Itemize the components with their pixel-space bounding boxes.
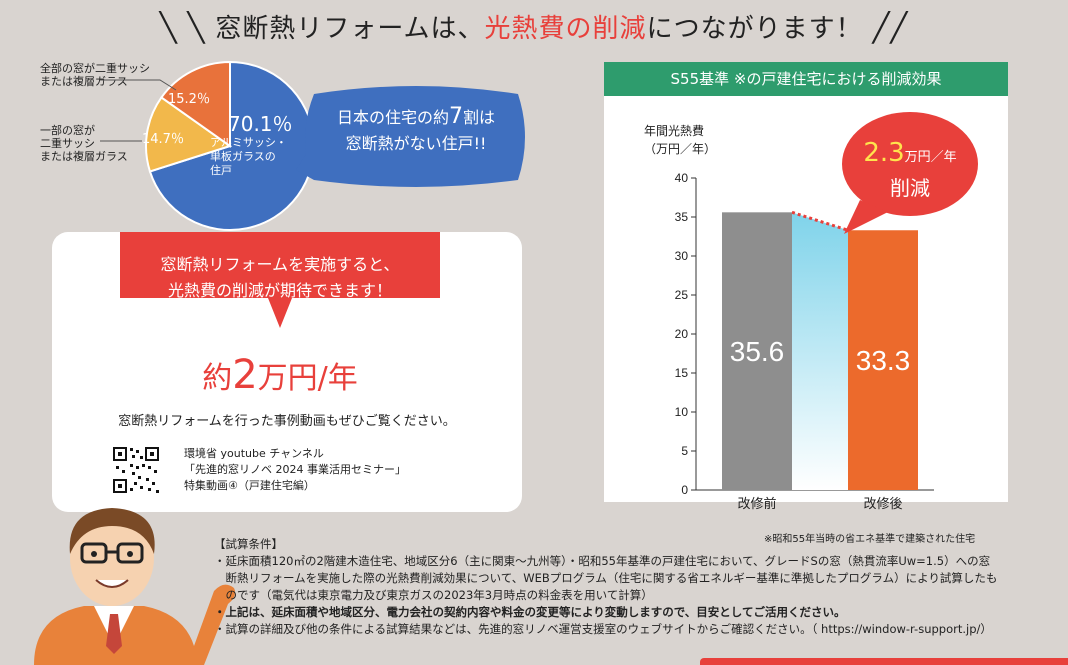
reduction-number: 2.3 xyxy=(863,138,905,168)
reduction-amount: 2.3万円／年 xyxy=(846,138,974,168)
y-tick-label: 30 xyxy=(675,249,689,263)
conditions-title: 【試算条件】 xyxy=(214,537,283,551)
callout-partial-line1: 一部の窓が xyxy=(40,124,95,137)
callout-partial-windows: 一部の窓が 二重サッシ または複層ガラス xyxy=(40,124,128,163)
chart-ylabel: 年間光熱費 （万円／年） xyxy=(644,122,716,158)
conditions-line2: 断熱リフォームを実施した際の光熱費削減効果について、WEBプログラム（住宅に関す… xyxy=(214,571,998,585)
pie-inner-desc-2: 単板ガラスの xyxy=(210,150,276,163)
amount-prefix: 約 xyxy=(202,361,233,396)
reduction-label: 削減 xyxy=(890,176,930,200)
y-tick-label: 40 xyxy=(675,171,689,185)
bar-value-label-0: 35.6 xyxy=(730,336,785,367)
ylabel-line1: 年間光熱費 xyxy=(644,124,705,138)
callout-partial-line2: 二重サッシ xyxy=(40,137,95,150)
category-label-1: 改修後 xyxy=(863,497,902,510)
page-headline: ╲ ╲ 窓断熱リフォームは、光熱費の削減につながります！ ╱╱ xyxy=(0,8,1068,45)
statistic-bubble-text: 日本の住宅の約7割は 窓断熱がない住戸!! xyxy=(316,104,516,157)
slash-decoration-left: ╲ ╲ xyxy=(159,11,206,44)
pie-inner-desc-1: アルミサッシ・ xyxy=(210,136,287,149)
y-tick-label: 15 xyxy=(675,366,689,380)
y-tick-label: 25 xyxy=(675,288,689,302)
youtube-channel-info: 環境省 youtube チャンネル 「先進的窓リノベ 2024 事業活用セミナー… xyxy=(184,446,406,494)
category-label-0: 改修前 xyxy=(737,496,776,510)
slash-decoration-right: ╱╱ xyxy=(872,11,909,44)
savings-amount: 約2万円/年 xyxy=(120,352,440,398)
bar-0 xyxy=(722,212,792,490)
bar-1 xyxy=(848,230,918,490)
pie-label-14: 14.7％ xyxy=(142,132,184,147)
pie-label-15: 15.2％ xyxy=(168,92,210,107)
conditions-line3: のです（電気代は東京電力及び東京ガスの2023年3月時点の料金表を用いて計算） xyxy=(214,588,653,602)
ylabel-line2: （万円／年） xyxy=(644,142,717,156)
callout-all-windows: 全部の窓が二重サッシ または複層ガラス xyxy=(40,62,150,88)
pie-slice-1 xyxy=(145,96,233,173)
bubble-line1-num: 7 xyxy=(449,104,463,129)
banner-line2: 光熱費の削減が期待できます！ xyxy=(167,281,392,300)
presenter-illustration xyxy=(34,508,236,665)
y-tick-label: 20 xyxy=(675,327,689,341)
qr-code-icon[interactable] xyxy=(112,446,160,494)
y-tick-label: 5 xyxy=(681,444,688,458)
conditions-line4: ・上記は、延床面積や地域区分、電力会社の契約内容や料金の変更等により変動しますの… xyxy=(214,605,846,619)
reduction-wedge xyxy=(792,212,848,490)
bar-chart: 0 5 10 15 20 25 30 35 40 35.6 改修前 33.3 改修後 xyxy=(675,171,934,510)
video-invite-text: 窓断熱リフォームを行った事例動画もぜひご覧ください。 xyxy=(118,414,456,429)
conditions-line1: ・延床面積120㎡の2階建木造住宅、地域区分6（主に関東〜九州等）・昭和55年基… xyxy=(214,554,991,568)
bar-value-label-1: 33.3 xyxy=(856,345,911,376)
bubble-line2: 窓断熱がない住戸!! xyxy=(345,134,487,153)
bottom-accent-bar xyxy=(700,658,1068,665)
bubble-line1a: 日本の住宅の約 xyxy=(336,108,449,127)
chart-footnote: ※昭和55年当時の省エネ基準で建築された住宅 xyxy=(764,534,976,545)
banner-line1: 窓断熱リフォームを実施すると、 xyxy=(160,255,400,274)
amount-suffix: 万円/年 xyxy=(257,361,358,396)
callout-all-line1: 全部の窓が二重サッシ xyxy=(40,62,150,75)
pie-inner-desc: アルミサッシ・ 単板ガラスの 住戸 xyxy=(210,136,287,178)
yt-line1: 環境省 youtube チャンネル xyxy=(184,447,324,460)
pie-callout-lines xyxy=(100,79,177,142)
savings-banner xyxy=(120,232,440,328)
conditions-line5: ・試算の詳細及び他の条件による試算結果などは、先進的窓リノベ運営支援室のウェブサ… xyxy=(214,622,992,636)
y-tick-label: 10 xyxy=(675,405,689,419)
bubble-line1: 日本の住宅の約7割は xyxy=(316,104,516,131)
pie-slice-0 xyxy=(148,60,315,231)
headline-part1: 窓断熱リフォームは、 xyxy=(215,14,485,44)
headline-part2: につながります！ xyxy=(646,14,863,44)
pie-slice-2 xyxy=(160,60,231,148)
headline-highlight: 光熱費の削減 xyxy=(484,14,647,44)
pie-label-70: 70.1％ xyxy=(228,112,293,136)
calculation-conditions: 【試算条件】 ・延床面積120㎡の2階建木造住宅、地域区分6（主に関東〜九州等）… xyxy=(214,536,1024,638)
pie-inner-desc-3: 住戸 xyxy=(210,164,232,177)
yt-line3: 特集動画④（戸建住宅編） xyxy=(184,479,315,492)
reduction-unit: 万円／年 xyxy=(904,150,957,165)
housing-pie-chart xyxy=(145,60,315,231)
yt-line2: 「先進的窓リノベ 2024 事業活用セミナー」 xyxy=(184,463,406,476)
y-tick-label: 0 xyxy=(681,483,688,497)
bubble-line1b: 割は xyxy=(463,108,496,127)
callout-partial-line3: または複層ガラス xyxy=(40,150,128,163)
reduction-dotted-line xyxy=(791,210,849,232)
reduction-callout xyxy=(842,112,978,234)
statistic-bubble xyxy=(296,86,525,187)
amount-number: 2 xyxy=(232,352,258,398)
y-tick-label: 35 xyxy=(675,210,689,224)
savings-banner-text: 窓断熱リフォームを実施すると、 光熱費の削減が期待できます！ xyxy=(120,252,440,304)
callout-all-line2: または複層ガラス xyxy=(40,75,128,88)
chart-title: S55基準 ※の戸建住宅における削減効果 xyxy=(604,62,1008,96)
